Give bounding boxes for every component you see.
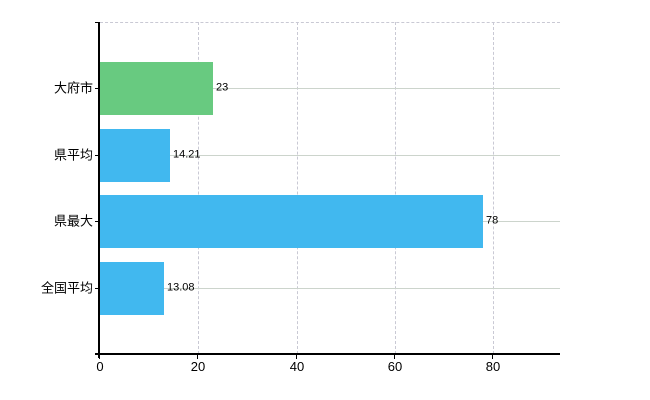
x-axis-tick: [296, 355, 297, 359]
value-label: 78: [486, 214, 499, 227]
y-axis-line: [98, 22, 100, 358]
v-gridline: [297, 22, 298, 354]
x-tick-label: 40: [289, 359, 305, 374]
y-axis-tick: [95, 288, 100, 289]
v-gridline: [198, 22, 199, 354]
bar: [100, 128, 170, 182]
v-gridline: [493, 22, 494, 354]
x-tick-label: 20: [190, 359, 206, 374]
category-label: 大府市: [53, 80, 93, 96]
value-label: 23: [216, 81, 229, 94]
v-gridline: [395, 22, 396, 354]
x-axis-tick: [197, 355, 198, 359]
y-axis-end-tick: [95, 22, 100, 23]
x-axis-tick: [394, 355, 395, 359]
bar: [100, 261, 164, 315]
x-axis-line: [95, 353, 560, 355]
plot-top-border: [100, 22, 560, 23]
y-axis-tick: [95, 88, 100, 89]
h-gridline: [100, 288, 560, 289]
x-axis-tick: [492, 355, 493, 359]
category-label: 県平均: [53, 147, 93, 163]
y-axis-tick: [95, 155, 100, 156]
plot-area: 23 14.21 78 13.08: [100, 22, 560, 354]
value-label: 13.08: [167, 281, 195, 294]
category-label: 県最大: [53, 213, 93, 229]
h-gridline: [100, 155, 560, 156]
bar: [100, 194, 483, 248]
x-axis-tick: [99, 355, 100, 359]
value-label: 14.21: [173, 148, 201, 161]
category-label: 全国平均: [40, 280, 93, 296]
bar: [100, 61, 213, 115]
y-axis-tick: [95, 221, 100, 222]
x-tick-label: 80: [485, 359, 501, 374]
x-tick-label: 60: [387, 359, 403, 374]
h-gridline: [100, 88, 560, 89]
x-tick-label: 0: [96, 359, 104, 374]
